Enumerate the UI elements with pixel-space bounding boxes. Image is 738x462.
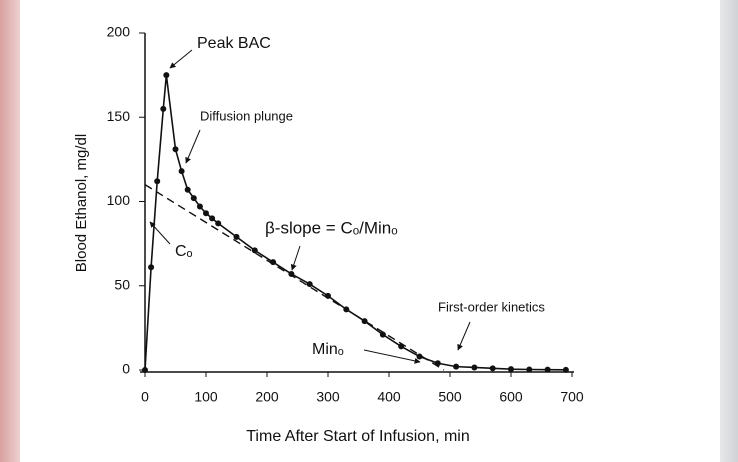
data-point bbox=[343, 306, 350, 313]
arrow bbox=[185, 129, 201, 164]
annotation: Minₒ bbox=[312, 341, 344, 358]
x-tick-label: 500 bbox=[438, 389, 462, 405]
data-point bbox=[288, 270, 295, 277]
data-point bbox=[489, 365, 496, 372]
y-axis-label: Blood Ethanol, mg/dl bbox=[73, 134, 90, 272]
x-tick-label: 600 bbox=[499, 389, 523, 405]
data-point bbox=[544, 366, 551, 373]
arrow bbox=[363, 349, 421, 364]
data-point bbox=[190, 195, 197, 202]
arrow bbox=[457, 321, 471, 351]
data-point bbox=[172, 146, 179, 153]
data-point bbox=[416, 353, 423, 360]
x-tick-label: 700 bbox=[560, 389, 584, 405]
y-tick-label: 50 bbox=[114, 276, 130, 292]
data-point bbox=[471, 364, 478, 371]
y-tick-label: 0 bbox=[122, 361, 130, 377]
data-point bbox=[306, 281, 313, 288]
data-point bbox=[142, 367, 148, 373]
data-point bbox=[434, 360, 441, 367]
data-point bbox=[233, 233, 240, 240]
x-tick-label: 400 bbox=[377, 389, 401, 405]
data-point bbox=[325, 292, 331, 299]
data-point bbox=[184, 186, 191, 193]
data-point bbox=[361, 318, 368, 325]
data-point bbox=[154, 178, 161, 185]
x-tick-label: 300 bbox=[316, 389, 340, 405]
x-tick-label: 100 bbox=[194, 389, 218, 405]
card bbox=[20, 0, 720, 462]
data-point bbox=[148, 264, 155, 271]
data-point bbox=[209, 215, 216, 222]
y-tick-label: 150 bbox=[107, 108, 131, 124]
data-point bbox=[270, 259, 277, 266]
data-point bbox=[379, 331, 386, 338]
y-tick-label: 200 bbox=[107, 24, 131, 40]
annotation: First-order kinetics bbox=[438, 299, 545, 314]
data-point bbox=[453, 363, 460, 370]
x-tick-label: 0 bbox=[141, 389, 149, 405]
extrapolation-line bbox=[144, 184, 445, 371]
data-point bbox=[398, 343, 405, 350]
data-point bbox=[526, 366, 533, 373]
arrow bbox=[169, 49, 193, 69]
data-point bbox=[215, 220, 222, 227]
data-line bbox=[144, 75, 566, 371]
y-tick-label: 100 bbox=[107, 192, 131, 208]
data-point bbox=[508, 366, 514, 373]
data-point bbox=[203, 210, 209, 217]
x-axis-label: Time After Start of Infusion, min bbox=[246, 428, 470, 445]
annotation: Diffusion plunge bbox=[200, 108, 293, 123]
x-tick-label: 200 bbox=[255, 389, 279, 405]
annotation: Peak BAC bbox=[197, 35, 271, 52]
data-point bbox=[160, 105, 167, 112]
annotation: Cₒ bbox=[175, 243, 193, 260]
data-point bbox=[178, 168, 185, 175]
annotation: β-slope = Cₒ/Minₒ bbox=[265, 218, 398, 237]
data-point bbox=[196, 203, 203, 210]
data-point bbox=[163, 72, 170, 79]
data-point bbox=[251, 247, 258, 254]
arrow bbox=[290, 245, 301, 271]
data-point bbox=[562, 366, 569, 373]
